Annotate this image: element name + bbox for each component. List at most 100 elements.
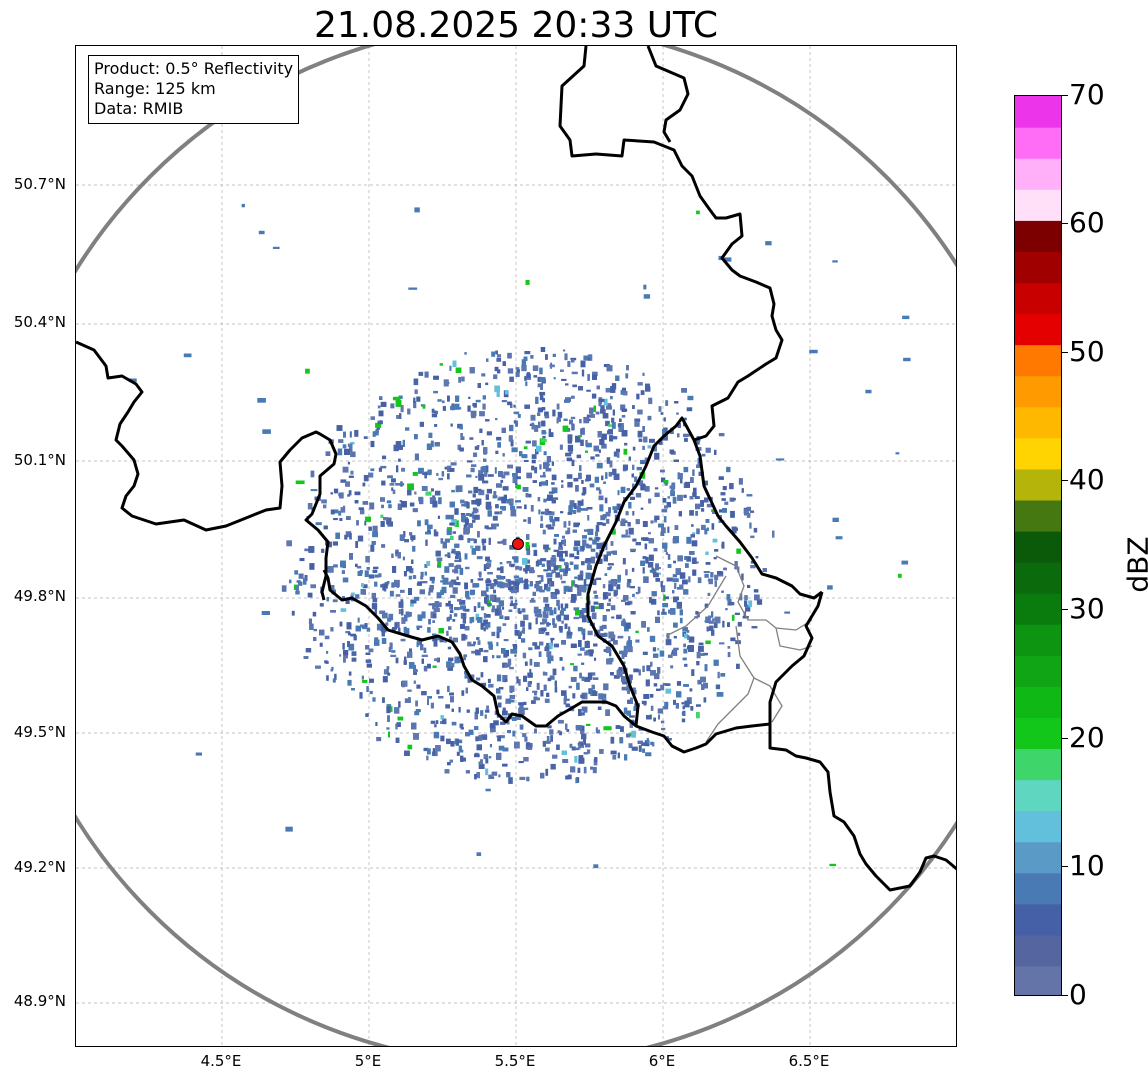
- echo-pixel: [559, 657, 563, 661]
- echo-pixel: [366, 567, 370, 570]
- echo-pixel: [363, 436, 368, 439]
- echo-pixel: [461, 436, 465, 440]
- echo-pixel: [582, 535, 587, 539]
- echo-pixel: [485, 465, 489, 473]
- echo-pixel: [412, 508, 418, 513]
- echo-pixel: [628, 636, 631, 640]
- echo-pixel: [458, 745, 462, 752]
- echo-pixel: [707, 592, 711, 596]
- echo-pixel: [596, 542, 602, 550]
- echo-pixel: [476, 852, 482, 856]
- echo-pixel: [605, 543, 608, 551]
- echo-pixel: [510, 503, 513, 510]
- echo-pixel: [643, 284, 647, 290]
- echo-pixel: [380, 465, 387, 469]
- echo-pixel: [684, 438, 688, 442]
- echo-pixel: [566, 729, 570, 732]
- echo-pixel: [486, 705, 489, 710]
- echo-pixel: [618, 667, 623, 671]
- echo-pixel: [626, 684, 631, 692]
- echo-pixel: [531, 598, 534, 601]
- echo-pixel: [598, 403, 602, 407]
- echo-pixel: [381, 630, 385, 637]
- echo-pixel: [496, 642, 499, 647]
- echo-pixel: [667, 496, 670, 499]
- echo-pixel: [362, 501, 368, 505]
- echo-pixel: [471, 511, 474, 518]
- echo-pixel: [526, 534, 530, 540]
- echo-pixel: [261, 611, 270, 615]
- echo-pixel: [625, 569, 628, 576]
- echo-pixel: [257, 398, 266, 403]
- echo-pixel: [658, 523, 664, 528]
- echo-pixel: [408, 287, 418, 290]
- echo-pixel: [323, 504, 327, 509]
- echo-pixel: [460, 605, 466, 610]
- echo-pixel: [474, 711, 478, 719]
- echo-pixel: [653, 653, 659, 658]
- echo-pixel: [621, 599, 626, 602]
- echo-pixel: [541, 430, 546, 435]
- echo-pixel: [442, 718, 447, 725]
- echo-pixel: [489, 744, 492, 748]
- echo-pixel: [488, 683, 494, 688]
- echo-pixel: [381, 480, 386, 486]
- echo-pixel: [620, 389, 625, 395]
- echo-pixel: [345, 598, 350, 604]
- echo-pixel: [703, 682, 708, 689]
- echo-pixel: [498, 471, 503, 477]
- echo-pixel: [429, 585, 434, 590]
- echo-pixel: [526, 472, 532, 479]
- echo-pixel: [285, 826, 293, 832]
- echo-pixel: [583, 355, 588, 361]
- echo-pixel: [461, 690, 465, 696]
- echo-pixel: [637, 430, 643, 438]
- echo-pixel: [575, 435, 581, 443]
- echo-pixel: [394, 707, 400, 714]
- echo-pixel: [381, 544, 386, 548]
- echo-pixel: [462, 608, 466, 612]
- echo-pixel: [485, 501, 492, 509]
- colorbar-tickmark: [1062, 738, 1068, 739]
- radar-map[interactable]: [75, 45, 957, 1047]
- echo-pixel: [718, 476, 724, 480]
- echo-pixel: [380, 521, 385, 527]
- echo-pixel: [419, 497, 424, 505]
- echo-pixel: [529, 743, 533, 747]
- echo-pixel: [522, 487, 529, 492]
- echo-pixel: [570, 599, 576, 603]
- echo-pixel: [449, 468, 455, 472]
- echo-pixel: [537, 407, 543, 413]
- echo-pixel: [401, 684, 405, 688]
- echo-pixel: [510, 580, 515, 585]
- echo-pixel: [571, 371, 578, 375]
- echo-pixel: [705, 640, 711, 645]
- echo-pixel: [324, 635, 330, 640]
- echo-pixel: [569, 419, 573, 425]
- echo-pixel: [554, 680, 557, 687]
- echo-pixel: [631, 730, 636, 738]
- echo-pixel: [673, 636, 677, 639]
- echo-pixel: [621, 676, 627, 683]
- echo-pixel: [534, 728, 537, 734]
- echo-pixel: [566, 474, 573, 479]
- echo-pixel: [602, 413, 609, 419]
- echo-pixel: [657, 610, 660, 616]
- echo-pixel: [491, 608, 495, 613]
- echo-pixel: [463, 524, 468, 529]
- echo-pixel: [629, 732, 632, 737]
- echo-pixel: [599, 749, 604, 754]
- echo-pixel: [605, 472, 608, 479]
- echo-pixel: [665, 639, 672, 646]
- echo-pixel: [513, 645, 518, 650]
- echo-pixel: [438, 696, 444, 699]
- echo-pixel: [672, 590, 675, 594]
- colorbar-tickmark: [1062, 95, 1068, 96]
- echo-pixel: [417, 614, 423, 621]
- echo-pixel: [525, 570, 528, 574]
- echo-pixel: [478, 734, 483, 741]
- colorbar-tick: 70: [1069, 78, 1105, 111]
- colorbar-tickmark: [1062, 609, 1068, 610]
- echo-pixel: [739, 593, 743, 601]
- echo-pixel: [502, 710, 508, 716]
